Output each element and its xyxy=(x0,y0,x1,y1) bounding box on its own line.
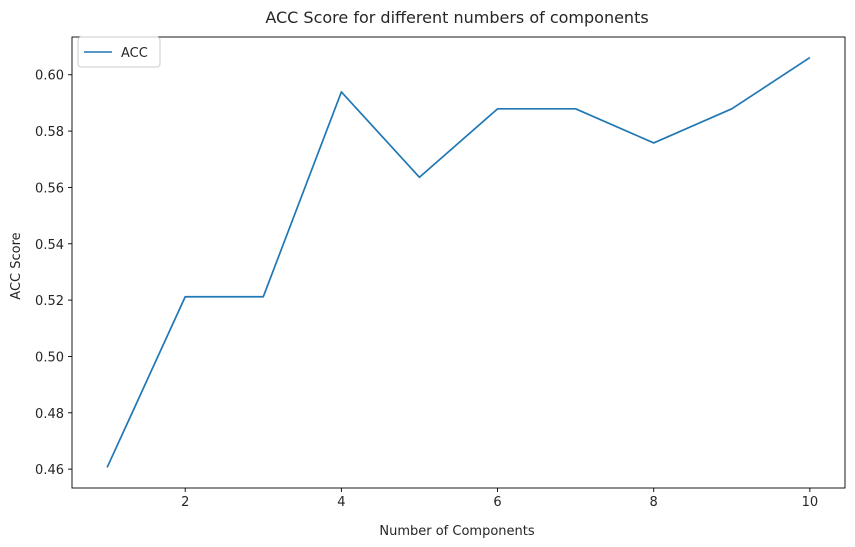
chart-title: ACC Score for different numbers of compo… xyxy=(265,8,648,27)
legend: ACC xyxy=(77,36,161,68)
legend-label-acc: ACC xyxy=(121,46,148,61)
y-axis-label: ACC Score xyxy=(9,232,24,299)
series-line-acc xyxy=(106,56,811,468)
y-tick-label: 0.46 xyxy=(35,463,64,478)
legend-frame xyxy=(77,36,161,68)
y-tick-label: 0.54 xyxy=(35,238,64,253)
y-tick-label: 0.52 xyxy=(35,294,64,309)
axes-frame xyxy=(71,36,846,489)
x-tick-label: 10 xyxy=(802,495,819,510)
x-tick-label: 6 xyxy=(493,495,501,510)
y-tick-label: 0.58 xyxy=(35,125,64,140)
y-tick-label: 0.50 xyxy=(35,350,64,365)
x-tick-label: 8 xyxy=(650,495,658,510)
y-tick-label: 0.60 xyxy=(35,69,64,84)
y-tick-label: 0.56 xyxy=(35,181,64,196)
y-tick-label: 0.48 xyxy=(35,407,64,422)
x-tick-label: 2 xyxy=(181,495,189,510)
x-axis-label: Number of Components xyxy=(379,524,534,539)
plot-area: 2 4 6 8 10 0.46 0.48 0.50 0.52 0.54 0.56 0.58 0.60 xyxy=(35,36,846,510)
x-tick-label: 4 xyxy=(337,495,345,510)
